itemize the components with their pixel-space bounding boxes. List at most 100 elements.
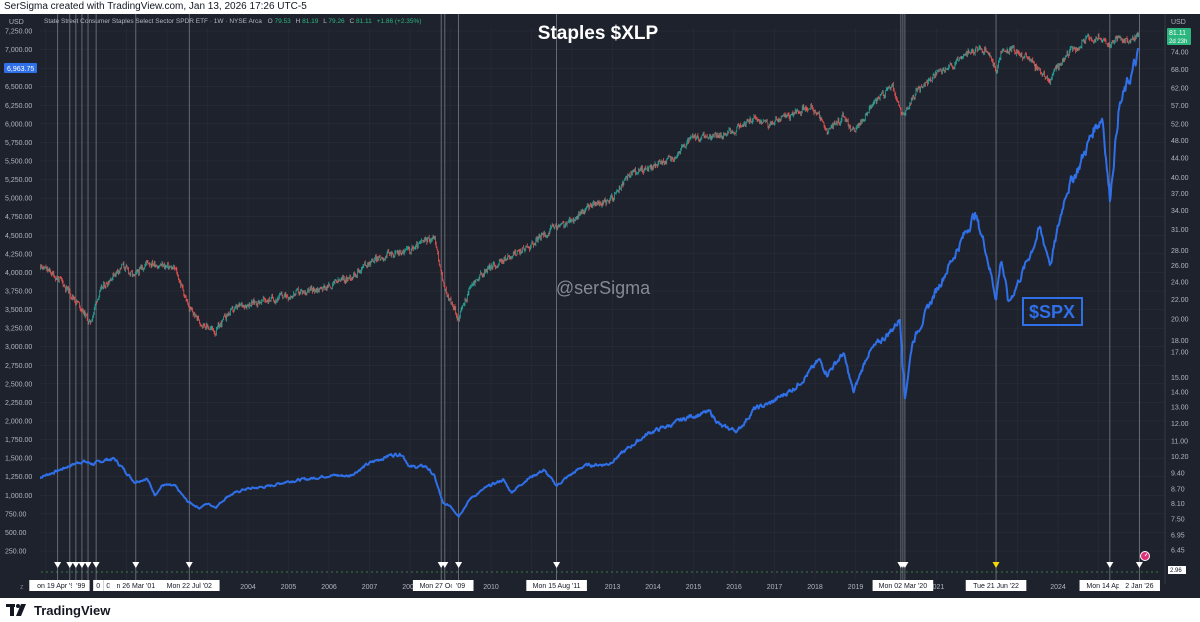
x-axis-label: 2004 [240, 584, 256, 591]
baseline-dot [101, 571, 103, 573]
right-axis-tick: 37.00 [1171, 191, 1189, 198]
footer-bar: TradingView [0, 598, 1200, 622]
event-marker[interactable] [455, 562, 463, 568]
baseline-dot [126, 571, 128, 573]
event-marker[interactable] [132, 562, 140, 568]
right-axis-tick: 26.00 [1171, 263, 1189, 270]
bottom-value-box [1168, 566, 1186, 574]
left-axis-tick: 2,000.00 [5, 419, 32, 426]
x-axis-label: 2007 [362, 584, 378, 591]
date-tag-box [526, 580, 587, 591]
right-axis-tick: 74.00 [1171, 50, 1189, 57]
event-marker[interactable] [441, 562, 449, 568]
baseline-dot [181, 571, 183, 573]
event-marker[interactable] [185, 562, 193, 568]
baseline-dot [1021, 571, 1023, 573]
scale-char[interactable]: z [20, 584, 24, 591]
date-tag-box [103, 580, 114, 591]
chart-background [0, 14, 1200, 598]
baseline-dot [146, 571, 148, 573]
left-axis-tick: 4,250.00 [5, 251, 32, 258]
credit-text: SerSigma created with TradingView.com, J… [4, 1, 307, 12]
baseline-dot [546, 571, 548, 573]
date-tag: Mon 22 Jul '02 [158, 580, 220, 591]
baseline-dot [396, 571, 398, 573]
baseline-dot [881, 571, 883, 573]
event-marker-highlighted[interactable] [992, 562, 1000, 568]
legend-change: +1.86 (+2.35%) [377, 18, 422, 25]
baseline-dot [236, 571, 238, 573]
event-marker[interactable] [92, 562, 100, 568]
baseline-dot [801, 571, 803, 573]
baseline-dot [606, 571, 608, 573]
baseline-dot [136, 571, 138, 573]
tradingview-logo[interactable]: TradingView [6, 601, 110, 619]
left-axis-tick: 1,750.00 [5, 437, 32, 444]
right-axis-tick: 9.40 [1171, 471, 1185, 478]
baseline-dot [851, 571, 853, 573]
x-axis-label: 2016 [726, 584, 742, 591]
event-marker[interactable] [66, 562, 74, 568]
date-tag: 2 Jan '26 [1118, 580, 1160, 591]
event-marker[interactable] [1106, 562, 1114, 568]
date-tag-box [412, 580, 474, 591]
date-tag-box [158, 580, 220, 591]
baseline-dot [761, 571, 763, 573]
chart-svg[interactable]: 7,250.007,000.006,750.006,500.006,250.00… [0, 14, 1200, 598]
legend-high-label: H [296, 18, 301, 25]
baseline-dot [1121, 571, 1123, 573]
baseline-dot [1081, 571, 1083, 573]
baseline-dot [841, 571, 843, 573]
baseline-dot [1146, 571, 1148, 573]
baseline-dot [986, 571, 988, 573]
left-axis-tick: 1,000.00 [5, 493, 32, 500]
baseline-dot [41, 571, 43, 573]
baseline-dot [191, 571, 193, 573]
event-marker[interactable] [553, 562, 561, 568]
baseline-dot [81, 571, 83, 573]
baseline-dot [56, 571, 58, 573]
left-axis-pane[interactable] [0, 14, 40, 584]
date-tag: Mon 14 Apr '25 [1079, 580, 1141, 591]
baseline-dot [786, 571, 788, 573]
baseline-dot [906, 571, 908, 573]
event-marker[interactable] [54, 562, 62, 568]
baseline-dot [486, 571, 488, 573]
event-marker[interactable] [1135, 562, 1143, 568]
baseline-dot [631, 571, 633, 573]
baseline-dot [641, 571, 643, 573]
baseline-dot [86, 571, 88, 573]
baseline-dot [261, 571, 263, 573]
baseline-dot [941, 571, 943, 573]
baseline-dot [156, 571, 158, 573]
right-price-tag [1167, 28, 1191, 45]
chart-area[interactable]: 7,250.007,000.006,750.006,500.006,250.00… [0, 14, 1200, 598]
baseline-dot [831, 571, 833, 573]
baseline-dot [281, 571, 283, 573]
baseline-dot [516, 571, 518, 573]
right-axis-tick: 22.00 [1171, 297, 1189, 304]
right-axis-pane[interactable] [1165, 14, 1200, 598]
baseline-dot [501, 571, 503, 573]
event-marker[interactable] [901, 562, 909, 568]
clock-icon[interactable] [1140, 551, 1150, 561]
date-tag-box [1079, 580, 1141, 591]
baseline-dot [826, 571, 828, 573]
right-axis-tick: 68.00 [1171, 67, 1189, 74]
baseline-dot [446, 571, 448, 573]
baseline-dot [291, 571, 293, 573]
baseline-dot [771, 571, 773, 573]
left-axis-tick: 4,000.00 [5, 270, 32, 277]
event-marker[interactable] [72, 562, 80, 568]
event-markers[interactable] [54, 562, 1143, 568]
event-marker[interactable] [78, 562, 86, 568]
right-axis-ticks: 74.00 68.00 62.00 57.00 52.00 48.00 44.00 40.00… [1171, 50, 1189, 555]
x-axis-label: 2005 [281, 584, 297, 591]
event-marker[interactable] [84, 562, 92, 568]
baseline-dot [491, 571, 493, 573]
tradingview-logo-icon [6, 604, 26, 616]
baseline-dot [421, 571, 423, 573]
left-axis-tick: 1,250.00 [5, 474, 32, 481]
baseline-dot [811, 571, 813, 573]
baseline-dot [746, 571, 748, 573]
